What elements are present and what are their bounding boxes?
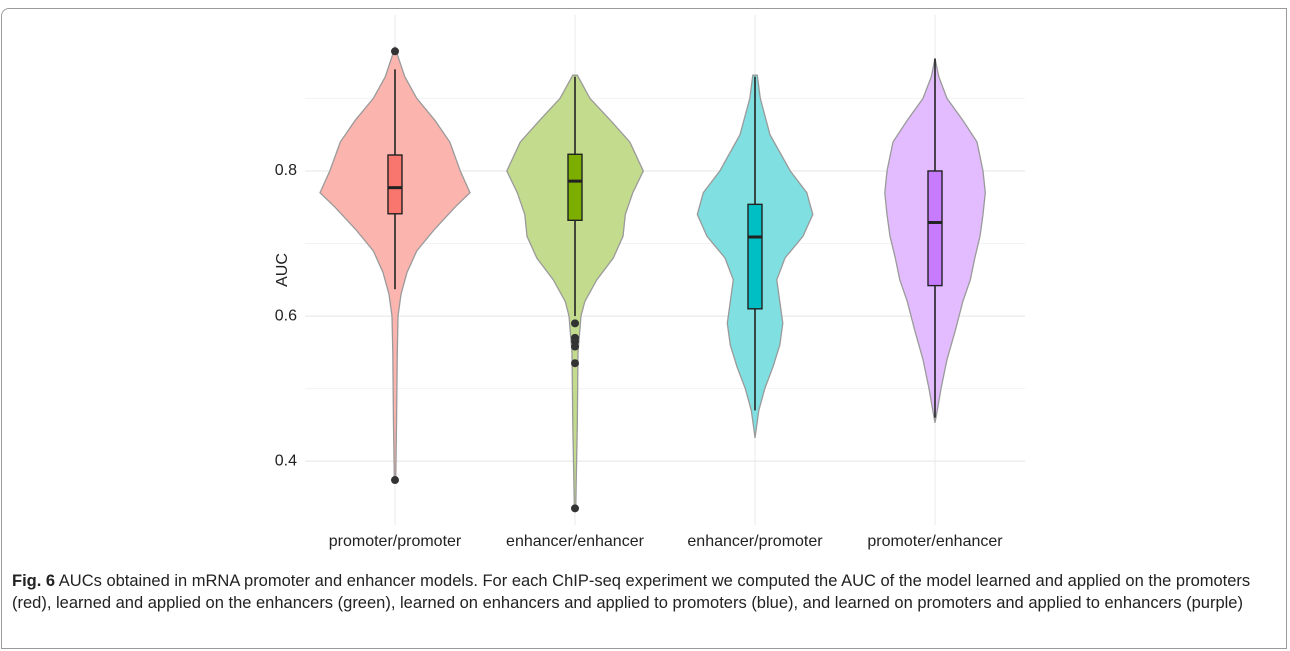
y-axis-label: AUC	[274, 253, 291, 287]
y-tick-label: 0.4	[275, 452, 297, 469]
outlier	[571, 504, 579, 513]
x-tick-label: enhancer/promoter	[687, 533, 823, 550]
outlier	[391, 47, 399, 56]
caption: Fig. 6 AUCs obtained in mRNA promoter an…	[12, 570, 1274, 614]
outlier	[391, 476, 399, 485]
box	[387, 154, 403, 215]
outlier	[571, 342, 579, 351]
y-tick-label: 0.6	[275, 307, 297, 324]
chart: AUC 0.4 0.6 0.8 promoter/promoter enhancer/e…	[274, 15, 1025, 550]
outlier	[571, 319, 579, 328]
x-tick-label: promoter/promoter	[329, 533, 462, 550]
outlier	[571, 359, 579, 368]
box	[567, 153, 583, 222]
box	[927, 170, 943, 287]
x-tick-label: enhancer/enhancer	[506, 533, 645, 550]
caption-label: Fig. 6	[12, 572, 56, 590]
figure-frame	[1, 8, 1287, 649]
y-tick-label: 0.8	[275, 162, 297, 179]
x-tick-label: promoter/enhancer	[867, 533, 1003, 550]
box	[747, 203, 763, 310]
caption-text: AUCs obtained in mRNA promoter and enhan…	[12, 572, 1251, 612]
